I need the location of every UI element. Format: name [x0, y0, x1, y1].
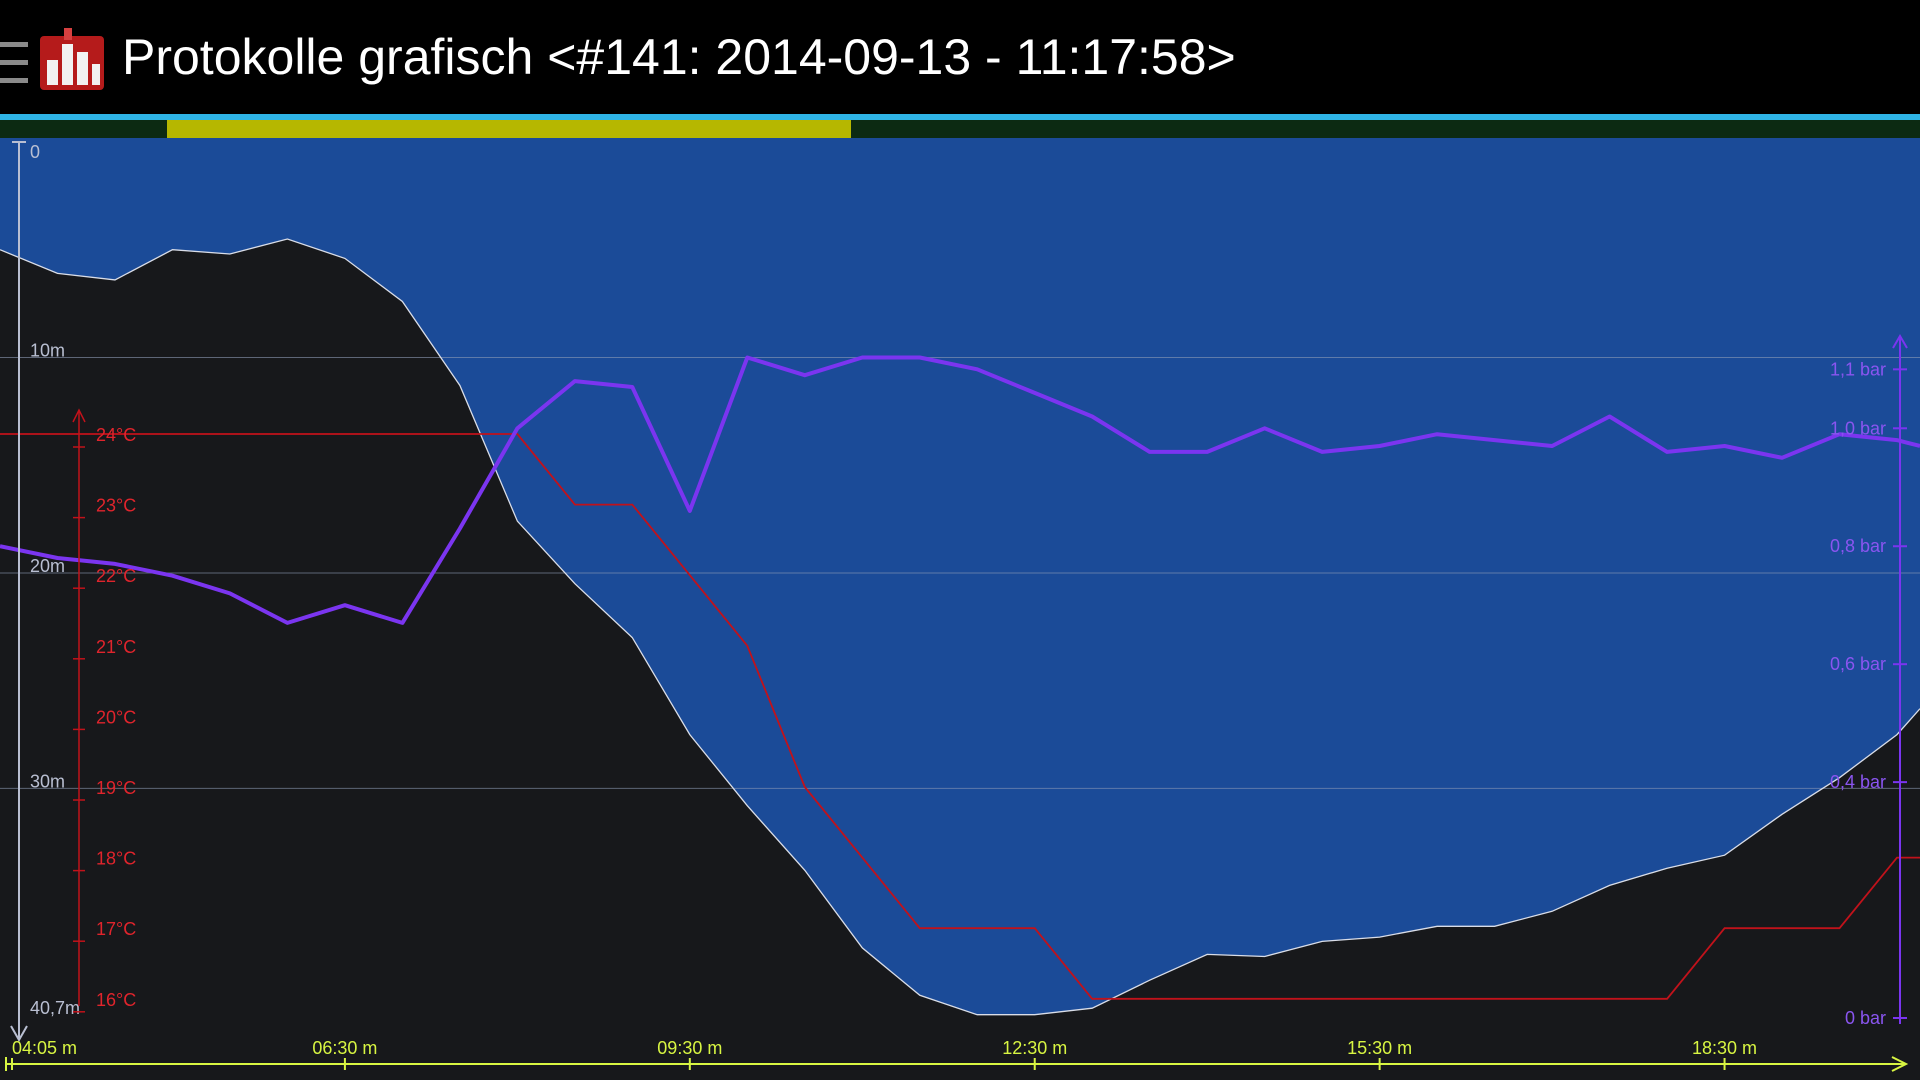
- pressure-tick-label: 0,8 bar: [1830, 536, 1886, 556]
- temperature-tick-label: 21°C: [96, 637, 136, 657]
- depth-tick-label: 10m: [30, 340, 65, 360]
- time-tick-label: 12:30 m: [1002, 1038, 1067, 1058]
- page-title: Protokolle grafisch <#141: 2014-09-13 - …: [122, 29, 1236, 85]
- temperature-tick-label: 19°C: [96, 778, 136, 798]
- temperature-tick-label: 23°C: [96, 496, 136, 516]
- hamburger-menu-icon[interactable]: [0, 40, 30, 86]
- time-tick-label: 09:30 m: [657, 1038, 722, 1058]
- bar-chart-icon[interactable]: [38, 26, 108, 92]
- dive-profile-chart: 0 10m 20m 30m 40,7m 24°C 23°C 22°C 21°C 20°C 19°C 1…: [0, 138, 1920, 1080]
- temperature-tick-label: 22°C: [96, 566, 136, 586]
- pressure-tick-label: 0 bar: [1845, 1008, 1886, 1028]
- depth-profile-line: [0, 238, 1920, 1016]
- time-axis-arrow: [1891, 1056, 1909, 1072]
- temperature-line: [0, 433, 1920, 1000]
- pressure-tick-label: 0,4 bar: [1830, 772, 1886, 792]
- depth-tick-label: 40,7m: [30, 998, 80, 1018]
- temperature-tick-label: 24°C: [96, 425, 136, 445]
- title-bar: Protokolle grafisch <#141: 2014-09-13 - …: [0, 0, 1920, 114]
- temperature-axis-arrow: [72, 408, 86, 423]
- depth-tick-label: 20m: [30, 556, 65, 576]
- temperature-tick-label: 18°C: [96, 849, 136, 869]
- depth-tick-label: 0: [30, 142, 40, 162]
- time-tick-label: 15:30 m: [1347, 1038, 1412, 1058]
- pressure-tick-label: 1,0 bar: [1830, 418, 1886, 438]
- timeline-scrubber[interactable]: [0, 120, 1920, 138]
- depth-axis-arrow: [10, 1025, 28, 1043]
- pressure-tick-label: 1,1 bar: [1830, 359, 1886, 379]
- pressure-line: [0, 355, 1920, 625]
- time-tick-label: 06:30 m: [312, 1038, 377, 1058]
- timeline-accent-line: [0, 114, 1920, 120]
- timeline-selection-handle[interactable]: [167, 120, 851, 138]
- pressure-axis-arrow: [1892, 334, 1908, 349]
- temperature-tick-label: 17°C: [96, 919, 136, 939]
- pressure-tick-label: 0,6 bar: [1830, 654, 1886, 674]
- temperature-tick-label: 20°C: [96, 707, 136, 727]
- depth-tick-label: 30m: [30, 771, 65, 791]
- time-tick-label: 18:30 m: [1692, 1038, 1757, 1058]
- time-tick-label: 04:05 m: [12, 1038, 77, 1058]
- temperature-tick-label: 16°C: [96, 990, 136, 1010]
